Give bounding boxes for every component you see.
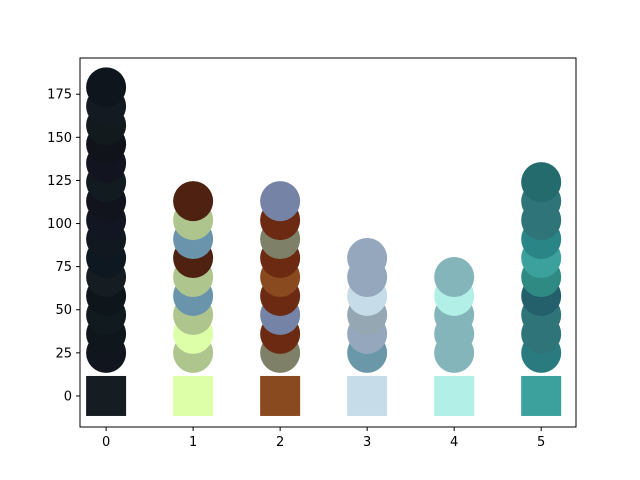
y-tick-label: 175 [47, 88, 72, 103]
swatch-layer [86, 375, 562, 416]
y-axis: 0 25 50 75 100 125 150 175 [47, 88, 80, 404]
y-tick-label: 25 [55, 346, 72, 361]
x-tick-label: 2 [276, 435, 284, 450]
y-tick-label: 50 [55, 303, 72, 318]
swatch-0 [86, 375, 127, 416]
y-tick-label: 0 [64, 389, 72, 404]
x-tick-label: 3 [363, 435, 371, 450]
swatch-5 [521, 375, 562, 416]
x-tick-label: 1 [189, 435, 197, 450]
point-32 [260, 181, 301, 222]
point-38 [347, 238, 388, 279]
point-layer [86, 67, 562, 373]
plot-frame [79, 57, 577, 428]
swatch-4 [434, 375, 475, 416]
point-43 [434, 256, 475, 297]
swatch-2 [260, 375, 301, 416]
point-23 [173, 181, 214, 222]
swatch-1 [173, 375, 214, 416]
y-tick-label: 125 [47, 174, 72, 189]
point-14 [86, 67, 127, 108]
x-tick-label: 5 [537, 435, 545, 450]
y-tick-label: 150 [47, 131, 72, 146]
point-53 [521, 162, 562, 203]
y-tick-label: 100 [47, 217, 72, 232]
x-tick-label: 4 [450, 435, 458, 450]
y-tick-label: 75 [55, 260, 72, 275]
x-tick-label: 0 [102, 435, 110, 450]
x-axis: 0 1 2 3 4 5 [102, 427, 545, 450]
swatch-3 [347, 375, 388, 416]
